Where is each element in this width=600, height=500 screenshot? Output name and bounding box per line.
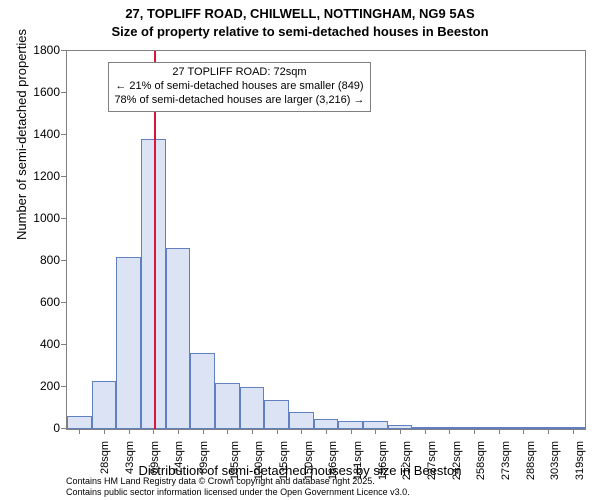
histogram-bar xyxy=(289,412,314,429)
annotation-box: 27 TOPLIFF ROAD: 72sqm ← 21% of semi-det… xyxy=(108,62,370,111)
histogram-bar xyxy=(67,416,92,429)
histogram-bar xyxy=(264,400,289,429)
y-tick-label: 1600 xyxy=(33,85,60,99)
footer-line1: Contains HM Land Registry data © Crown c… xyxy=(66,476,410,487)
footer-line2: Contains public sector information licen… xyxy=(66,487,410,498)
histogram-bar xyxy=(190,353,215,429)
y-tick-label: 1400 xyxy=(33,127,60,141)
histogram-bar xyxy=(363,421,388,429)
histogram-bar xyxy=(92,381,117,429)
y-tick-label: 1800 xyxy=(33,43,60,57)
property-size-chart: 27, TOPLIFF ROAD, CHILWELL, NOTTINGHAM, … xyxy=(0,0,600,500)
y-tick-label: 400 xyxy=(40,337,60,351)
y-tick-label: 1200 xyxy=(33,169,60,183)
y-tick-label: 0 xyxy=(53,421,60,435)
histogram-bar xyxy=(166,248,191,429)
y-tick-label: 600 xyxy=(40,295,60,309)
histogram-bar xyxy=(338,421,363,429)
y-tick-label: 800 xyxy=(40,253,60,267)
chart-title: 27, TOPLIFF ROAD, CHILWELL, NOTTINGHAM, … xyxy=(0,6,600,21)
histogram-bar xyxy=(215,383,240,429)
annotation-line1: 27 TOPLIFF ROAD: 72sqm xyxy=(114,66,364,80)
histogram-bar xyxy=(116,257,141,429)
y-axis-title: Number of semi-detached properties xyxy=(14,29,29,240)
histogram-bar xyxy=(314,419,339,430)
y-tick-label: 200 xyxy=(40,379,60,393)
annotation-line3: 78% of semi-detached houses are larger (… xyxy=(114,94,364,108)
y-tick-label: 1000 xyxy=(33,211,60,225)
chart-subtitle: Size of property relative to semi-detach… xyxy=(0,24,600,39)
histogram-bar xyxy=(240,387,265,429)
chart-footer: Contains HM Land Registry data © Crown c… xyxy=(66,476,410,498)
annotation-line2: ← 21% of semi-detached houses are smalle… xyxy=(114,80,364,94)
plot-area: 27 TOPLIFF ROAD: 72sqm ← 21% of semi-det… xyxy=(66,50,586,430)
